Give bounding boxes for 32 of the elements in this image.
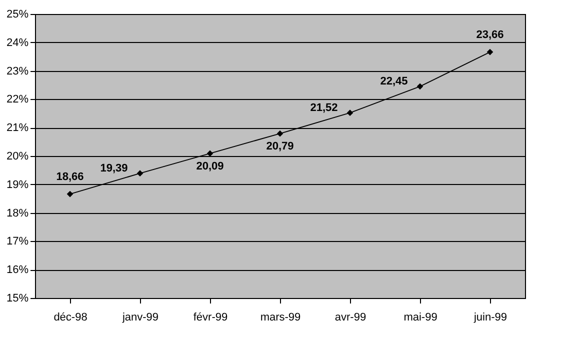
y-tick-label: 15% <box>6 292 29 304</box>
x-tick-label: févr-99 <box>193 312 228 324</box>
point <box>276 130 284 137</box>
y-tick-label: 22% <box>6 94 29 106</box>
point <box>346 110 354 116</box>
x-tick-label: déc-98 <box>54 312 88 324</box>
data-label: 20,09 <box>196 160 224 172</box>
data-label: 19,39 <box>100 162 128 174</box>
point <box>136 170 144 176</box>
data-label: 21,52 <box>310 102 338 114</box>
point <box>416 83 424 90</box>
point <box>66 190 74 198</box>
y-tick-label: 24% <box>6 36 29 49</box>
x-tick-label: mars-99 <box>260 312 301 324</box>
data-label: 20,79 <box>266 140 294 153</box>
y-tick-label: 19% <box>6 178 29 191</box>
y-tick-label: 16% <box>6 264 29 276</box>
data-label: 22,45 <box>380 75 408 88</box>
point <box>206 150 214 157</box>
point <box>486 48 494 56</box>
x-tick-label: janv-99 <box>121 312 159 324</box>
x-tick-label: juin-99 <box>472 312 508 324</box>
y-tick-label: 20% <box>6 150 29 162</box>
data-label: 23,66 <box>476 29 504 42</box>
data-label: 18,66 <box>56 171 84 184</box>
x-tick-label: mai-99 <box>404 312 438 324</box>
y-tick-label: 25% <box>6 8 29 20</box>
y-tick-label: 23% <box>6 65 29 78</box>
x-tick-label: avr-99 <box>334 312 366 324</box>
y-tick-label: 21% <box>6 122 29 134</box>
y-tick-label: 18% <box>6 207 29 220</box>
y-tick-label: 17% <box>6 236 29 248</box>
